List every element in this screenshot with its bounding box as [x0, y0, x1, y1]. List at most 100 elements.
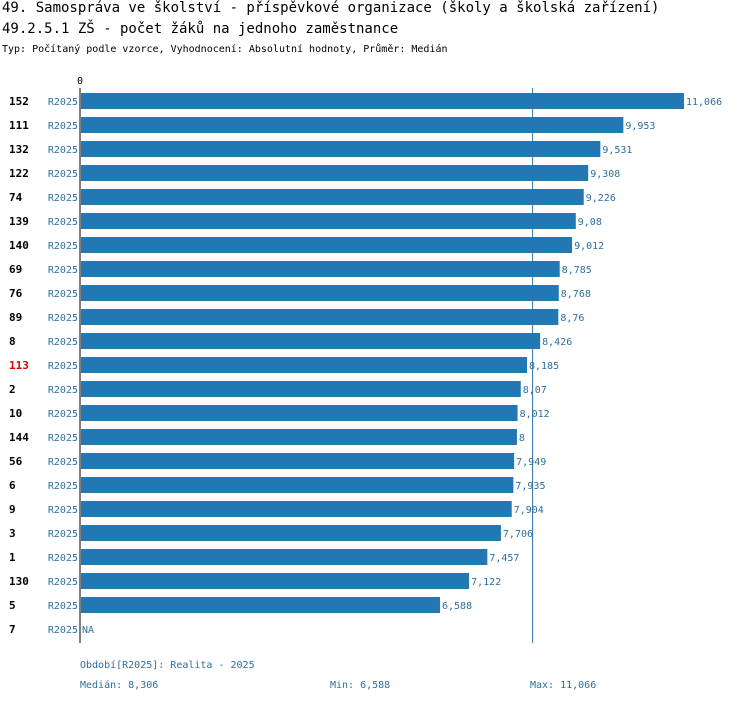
category-label: 76 — [9, 287, 23, 300]
bar — [81, 141, 601, 157]
bar — [81, 573, 470, 589]
value-label: 7,706 — [503, 529, 533, 540]
category-label: 9 — [9, 503, 16, 516]
bar — [81, 357, 528, 373]
bar — [81, 597, 440, 613]
category-label: 152 — [9, 95, 29, 108]
axis-zero-label: 0 — [77, 76, 83, 87]
category-label: 89 — [9, 311, 22, 324]
series-label: R2025 — [48, 217, 78, 228]
category-label: 113 — [9, 359, 29, 372]
series-label: R2025 — [48, 433, 78, 444]
series-label: R2025 — [48, 265, 78, 276]
bar — [81, 501, 512, 517]
bar — [81, 381, 521, 397]
series-label: R2025 — [48, 625, 78, 636]
chart-subtitle: 49.2.5.1 ZŠ - počet žáků na jednoho zamě… — [2, 21, 399, 37]
category-label: 139 — [9, 215, 29, 228]
series-label: R2025 — [48, 169, 78, 180]
bar — [81, 525, 501, 541]
series-label: R2025 — [48, 601, 78, 612]
value-label: 8,768 — [561, 289, 591, 300]
bar — [81, 261, 560, 277]
value-label: 9,531 — [602, 145, 632, 156]
bar — [81, 333, 541, 349]
value-label: 7,122 — [471, 577, 501, 588]
value-label: 8,76 — [560, 313, 584, 324]
bar — [81, 453, 515, 469]
series-label: R2025 — [48, 457, 78, 468]
series-label: R2025 — [48, 505, 78, 516]
value-label: 9,226 — [586, 193, 616, 204]
series-label: R2025 — [48, 577, 78, 588]
series-label: R2025 — [48, 97, 78, 108]
value-label: 9,308 — [590, 169, 620, 180]
value-label: 9,012 — [574, 241, 604, 252]
value-label: 8,012 — [520, 409, 550, 420]
value-label: 8 — [519, 433, 525, 444]
value-label: 7,949 — [516, 457, 546, 468]
category-label: 10 — [9, 407, 22, 420]
series-label: R2025 — [48, 121, 78, 132]
series-label: R2025 — [48, 385, 78, 396]
series-label: R2025 — [48, 409, 78, 420]
category-label: 144 — [9, 431, 29, 444]
bar — [81, 93, 684, 109]
value-label: 8,426 — [542, 337, 572, 348]
category-label: 140 — [9, 239, 29, 252]
value-label: 7,935 — [515, 481, 545, 492]
bar — [81, 285, 559, 301]
series-label: R2025 — [48, 337, 78, 348]
footer-period: Období[R2025]: Realita - 2025 — [80, 660, 255, 671]
category-label: 6 — [9, 479, 16, 492]
bar — [81, 549, 488, 565]
bar — [81, 405, 518, 421]
series-label: R2025 — [48, 553, 78, 564]
value-label: 7,904 — [514, 505, 544, 516]
bar — [81, 117, 624, 133]
value-label: 7,457 — [489, 553, 519, 564]
category-label: 122 — [9, 167, 29, 180]
category-label: 74 — [9, 191, 23, 204]
value-label: NA — [82, 625, 94, 636]
bar — [81, 165, 589, 181]
series-label: R2025 — [48, 289, 78, 300]
category-label: 132 — [9, 143, 29, 156]
series-label: R2025 — [48, 193, 78, 204]
bar — [81, 213, 576, 229]
chart-title: 49. Samospráva ve školství - příspěvkové… — [2, 0, 660, 16]
series-label: R2025 — [48, 481, 78, 492]
series-label: R2025 — [48, 241, 78, 252]
series-label: R2025 — [48, 529, 78, 540]
value-label: 8,785 — [562, 265, 592, 276]
category-label: 2 — [9, 383, 16, 396]
footer-min: Min: 6,588 — [330, 680, 391, 691]
value-label: 11,066 — [686, 97, 722, 108]
category-label: 1 — [9, 551, 16, 564]
bar — [81, 189, 584, 205]
bar — [81, 477, 514, 493]
category-label: 8 — [9, 335, 16, 348]
category-label: 69 — [9, 263, 22, 276]
category-label: 3 — [9, 527, 16, 540]
value-label: 8,07 — [523, 385, 547, 396]
bar — [81, 429, 517, 445]
category-label: 5 — [9, 599, 16, 612]
series-label: R2025 — [48, 313, 78, 324]
category-label: 7 — [9, 623, 16, 636]
category-label: 111 — [9, 119, 29, 132]
value-label: 6,588 — [442, 601, 472, 612]
footer-median: Medián: 8,306 — [80, 680, 159, 691]
value-label: 9,953 — [625, 121, 655, 132]
series-label: R2025 — [48, 145, 78, 156]
bar — [81, 309, 559, 325]
chart-type-info: Typ: Počítaný podle vzorce, Vyhodnocení:… — [2, 44, 448, 55]
bar — [81, 237, 573, 253]
value-label: 8,185 — [529, 361, 559, 372]
series-label: R2025 — [48, 361, 78, 372]
value-label: 9,08 — [578, 217, 602, 228]
category-label: 130 — [9, 575, 29, 588]
footer-max: Max: 11,066 — [530, 680, 597, 691]
category-label: 56 — [9, 455, 23, 468]
